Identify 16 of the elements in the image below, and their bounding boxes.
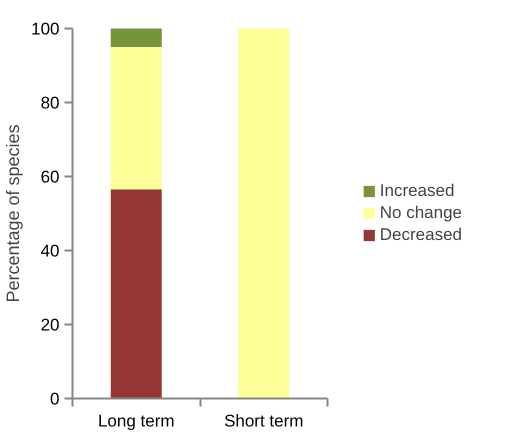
bar [110,28,162,47]
y-tick-label: 80 [40,94,60,112]
x-tick-label: Short term [224,412,304,430]
y-tick-label: 60 [40,168,60,186]
y-tick-label: 40 [40,242,60,260]
legend-label: Decreased [380,225,462,245]
y-tick-label: 20 [40,316,60,334]
bar [110,189,162,398]
bar [110,47,162,190]
y-tick-label: 0 [50,390,60,408]
bar [238,28,290,398]
legend-label: No change [380,203,462,223]
legend-label: Increased [380,181,454,201]
x-tick-label: Long term [98,412,175,430]
y-axis-title: Percentage of species [3,124,24,303]
y-tick-label: 100 [31,20,60,38]
